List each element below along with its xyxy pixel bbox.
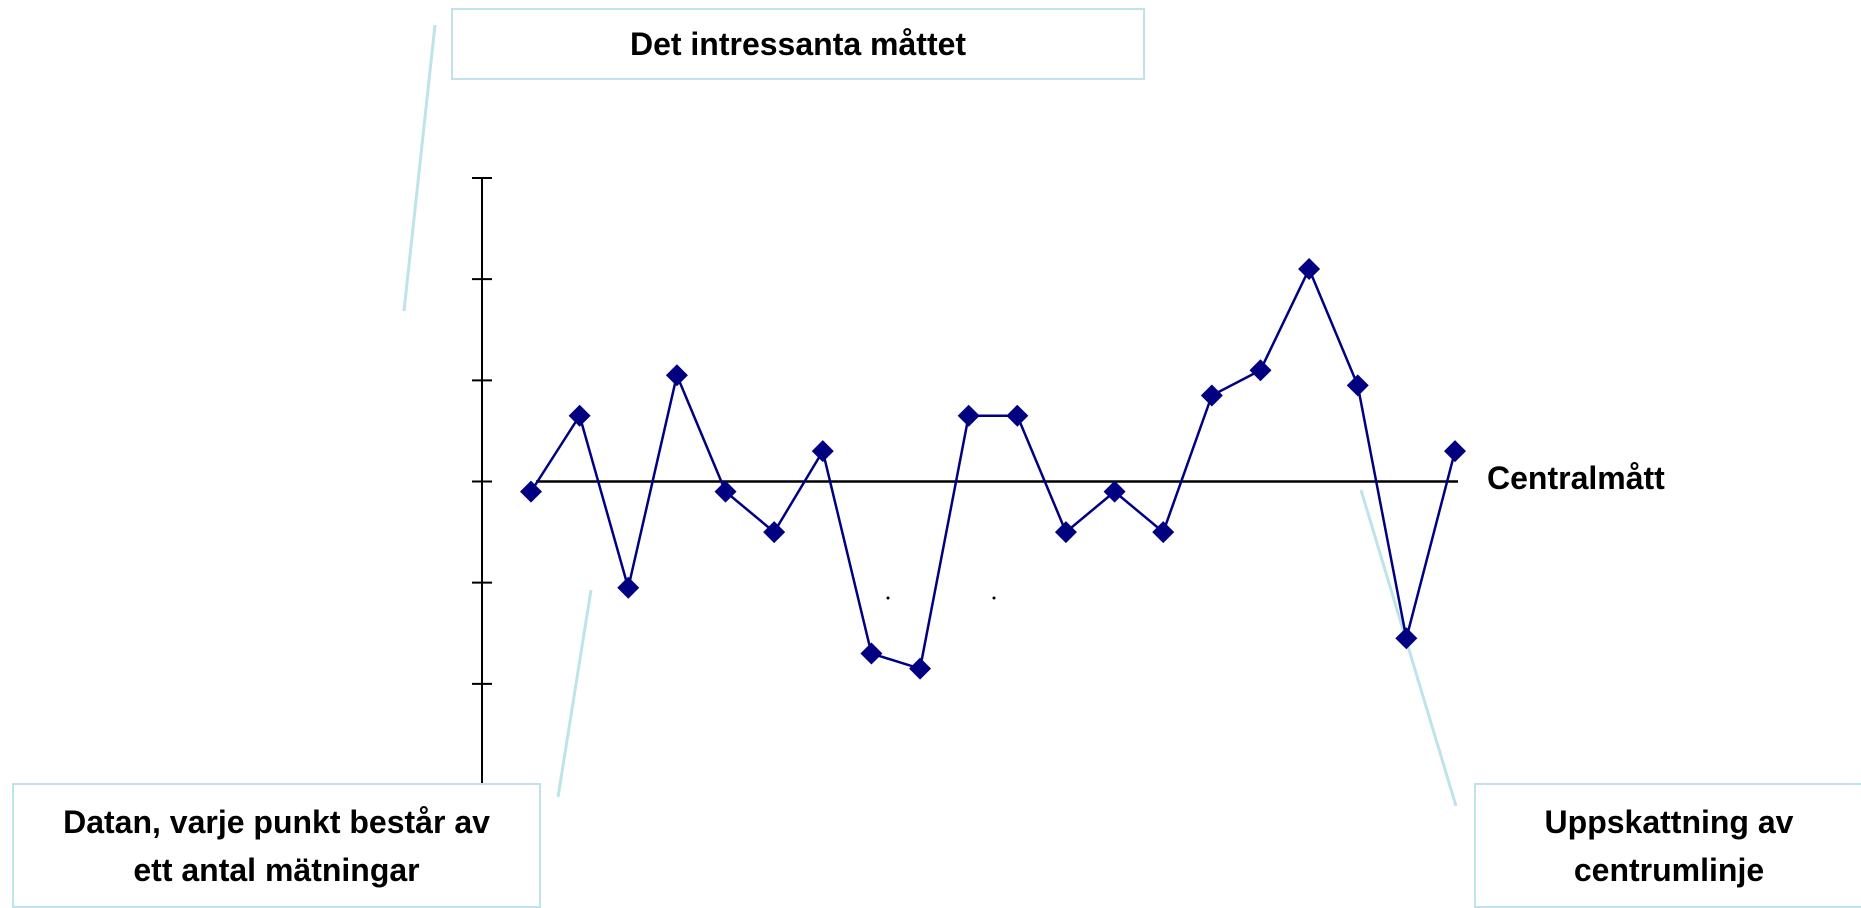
data-point [1200,384,1223,407]
data-point [520,480,542,503]
data-point [763,521,786,544]
data-point [1444,440,1466,463]
data-point [714,480,737,503]
leader-line-measure [402,24,437,312]
data-point [860,642,883,665]
y-axis [472,177,492,786]
stray-dot [992,596,996,600]
callout-measure: Det intressanta måttet [451,8,1145,80]
data-point [665,364,688,387]
stray-dot [886,596,890,600]
data-point [1346,374,1369,397]
data-point [1006,404,1029,427]
data-point [617,576,640,599]
callout-center-line2: centrumlinje [1573,851,1765,888]
data-point [1054,521,1077,544]
data-point [811,440,834,463]
data-point [957,404,980,427]
data-point [1395,627,1418,650]
callout-measure-text: Det intressanta måttet [629,26,967,62]
data-point [909,657,932,680]
data-point [568,404,591,427]
callout-center: Uppskattning av centrumlinje [1474,783,1861,908]
series-line [529,265,1457,671]
data-point [1298,258,1321,281]
data-point [1249,359,1272,382]
center-line-label: Centralmått [1487,459,1665,496]
callout-data: Datan, varje punkt består av ett antal m… [12,783,541,908]
callout-center-line1: Uppskattning av [1544,803,1794,840]
data-markers [520,258,1466,680]
callout-data-line2: ett antal mätningar [133,851,420,888]
leader-line-center [1359,489,1458,807]
leader-line-data [556,589,593,798]
data-point [1152,521,1175,544]
callout-data-line1: Datan, varje punkt består av [63,803,490,840]
data-point [1103,480,1126,503]
